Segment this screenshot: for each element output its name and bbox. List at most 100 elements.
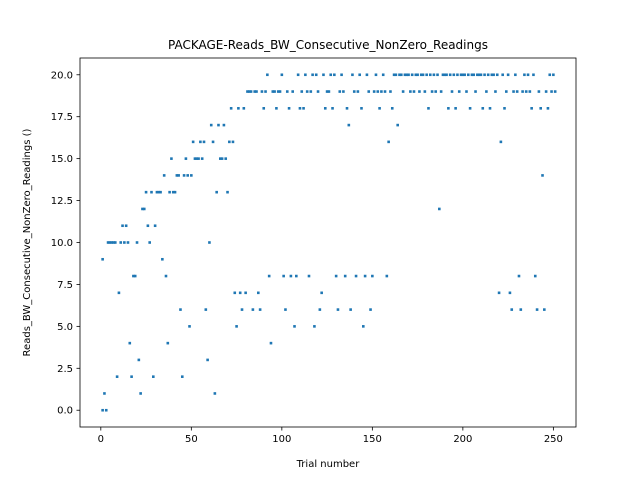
data-point — [313, 325, 316, 328]
data-point — [121, 224, 124, 228]
data-point — [249, 90, 253, 93]
data-point — [416, 73, 419, 77]
data-point — [342, 90, 345, 93]
data-point — [106, 241, 110, 244]
data-point — [331, 107, 334, 110]
data-point — [157, 190, 161, 194]
data-point — [456, 73, 459, 77]
data-point — [340, 73, 343, 77]
data-point — [211, 140, 215, 144]
data-point — [180, 375, 184, 378]
data-point — [410, 73, 414, 77]
data-point — [253, 90, 256, 93]
data-point — [445, 73, 448, 77]
plot-area — [80, 58, 576, 427]
data-point — [378, 107, 381, 110]
data-point — [305, 90, 309, 93]
data-point — [237, 107, 240, 110]
data-point — [304, 73, 307, 77]
data-point — [533, 274, 537, 278]
data-point — [112, 241, 115, 244]
data-point — [349, 308, 352, 311]
data-point — [521, 90, 524, 93]
data-point — [276, 90, 280, 93]
data-point — [425, 73, 428, 77]
data-point — [535, 308, 539, 311]
data-point — [262, 107, 266, 110]
data-point — [164, 274, 168, 278]
data-point — [450, 90, 454, 93]
y-tick-label: 10.0 — [51, 238, 73, 249]
data-point — [385, 274, 389, 278]
data-point — [329, 73, 333, 77]
data-point — [477, 73, 481, 77]
data-point — [407, 73, 410, 77]
data-point — [352, 90, 356, 93]
data-point — [275, 107, 278, 110]
data-point — [293, 325, 296, 328]
data-point — [468, 107, 472, 110]
data-point — [499, 140, 503, 144]
data-point — [362, 325, 365, 328]
data-point — [289, 274, 293, 278]
data-point — [229, 107, 233, 110]
data-point — [209, 123, 213, 127]
data-point — [117, 291, 121, 295]
data-point — [476, 73, 479, 77]
data-point — [418, 90, 421, 93]
data-point — [273, 90, 276, 93]
data-point — [474, 90, 477, 93]
data-point — [119, 241, 123, 244]
data-point — [166, 341, 170, 345]
data-point — [146, 224, 150, 228]
data-point — [285, 90, 289, 93]
data-point — [398, 73, 401, 77]
y-tick-label: 17.5 — [51, 112, 73, 123]
data-point — [492, 73, 495, 77]
data-point — [428, 73, 432, 77]
data-point — [101, 257, 104, 261]
data-point — [380, 90, 383, 93]
data-points — [101, 73, 557, 412]
data-point — [186, 174, 190, 177]
x-tick-label: 100 — [272, 434, 291, 445]
data-point — [371, 274, 374, 278]
data-point — [206, 358, 209, 362]
data-point — [188, 325, 191, 328]
data-point — [369, 308, 372, 311]
data-point — [354, 274, 358, 278]
x-tick-label: 150 — [363, 434, 382, 445]
data-point — [497, 291, 501, 295]
data-point — [447, 107, 450, 110]
data-point — [403, 73, 407, 77]
data-point — [381, 73, 385, 77]
data-point — [242, 107, 246, 110]
data-point — [153, 224, 157, 228]
data-point — [501, 73, 504, 77]
data-point — [204, 308, 208, 311]
data-point — [338, 90, 342, 93]
data-point — [387, 140, 390, 144]
data-point — [394, 73, 398, 77]
data-point — [103, 392, 106, 395]
data-point — [155, 190, 159, 194]
data-point — [142, 207, 146, 211]
data-point — [452, 73, 456, 77]
data-point — [244, 291, 247, 295]
data-point — [389, 90, 392, 93]
data-point — [376, 90, 380, 93]
data-point — [537, 90, 541, 93]
data-point — [132, 274, 135, 278]
data-point — [530, 107, 533, 110]
data-point — [235, 325, 238, 328]
data-point — [238, 291, 242, 295]
data-point — [104, 408, 108, 412]
y-axis-ticks: 0.0 2.5 5.0 7.5 10.0 12.5 15.0 17.5 20.0 — [51, 70, 80, 417]
data-point — [519, 308, 523, 311]
y-tick-label: 20.0 — [51, 70, 73, 81]
data-point — [396, 123, 399, 127]
data-point — [240, 308, 244, 311]
data-point — [508, 291, 512, 295]
data-point — [115, 375, 119, 378]
y-tick-label: 2.5 — [57, 364, 73, 375]
